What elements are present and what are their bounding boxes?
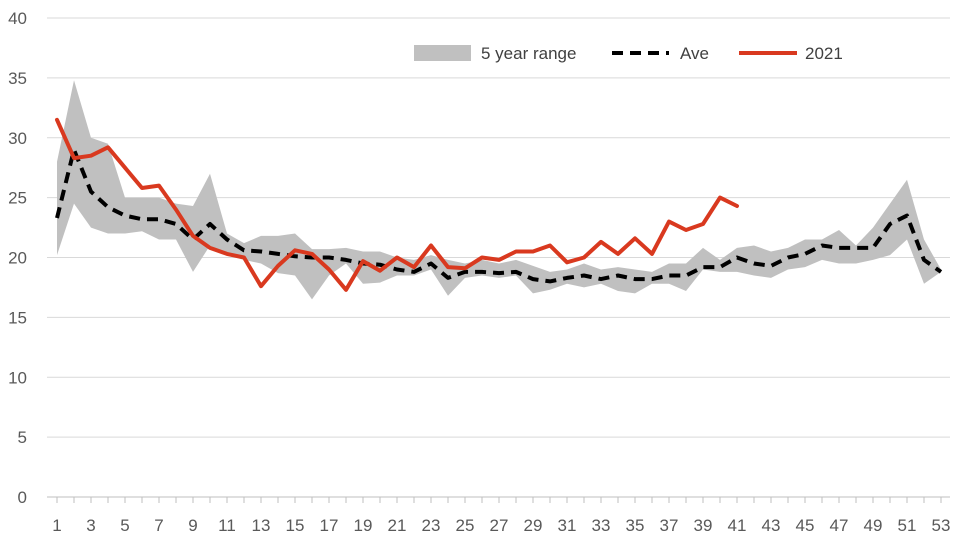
y-tick-label: 10 — [8, 368, 27, 387]
x-tick-label: 37 — [660, 516, 679, 535]
y-tick-label: 35 — [8, 69, 27, 88]
x-tick-label: 51 — [898, 516, 917, 535]
x-tick-label: 13 — [252, 516, 271, 535]
y-tick-label: 25 — [8, 189, 27, 208]
legend-label-2021: 2021 — [805, 44, 843, 63]
x-tick-label: 1 — [52, 516, 61, 535]
legend-label-range: 5 year range — [481, 44, 576, 63]
x-tick-label: 33 — [592, 516, 611, 535]
x-tick-label: 5 — [120, 516, 129, 535]
x-tick-label: 11 — [218, 516, 236, 535]
y-tick-label: 30 — [8, 129, 27, 148]
x-axis-tick-labels: 1 3 5 7 9 11 13 15 17 19 21 23 25 27 29 31 33 35 37 39 41 43 4… — [52, 516, 950, 535]
range-band-layer — [57, 80, 941, 300]
series-2021-line — [55, 117, 739, 292]
series-5-year-range-band — [57, 80, 941, 300]
legend-label-ave: Ave — [680, 44, 709, 63]
x-tick-label: 45 — [796, 516, 815, 535]
series-lines-layer — [55, 117, 943, 292]
y-axis-tick-labels: 0 5 10 15 20 25 30 35 40 — [8, 9, 27, 507]
x-tick-label: 3 — [86, 516, 95, 535]
x-tick-label: 9 — [188, 516, 197, 535]
y-tick-label: 15 — [8, 308, 27, 327]
x-tick-label: 43 — [762, 516, 781, 535]
x-tick-label: 25 — [456, 516, 475, 535]
x-tick-label: 21 — [388, 516, 407, 535]
legend-swatch-range — [414, 45, 471, 61]
x-tick-label: 41 — [728, 516, 747, 535]
y-tick-label: 40 — [8, 9, 27, 28]
x-tick-label: 29 — [524, 516, 543, 535]
x-tick-label: 53 — [932, 516, 951, 535]
x-tick-label: 27 — [490, 516, 509, 535]
x-axis — [47, 496, 950, 503]
y-tick-label: 20 — [8, 249, 27, 268]
x-tick-label: 35 — [626, 516, 645, 535]
x-tick-label: 15 — [286, 516, 305, 535]
x-tick-label: 17 — [320, 516, 339, 535]
x-tick-label: 47 — [830, 516, 849, 535]
x-tick-label: 7 — [154, 516, 163, 535]
x-tick-label: 31 — [558, 516, 577, 535]
x-tick-label: 23 — [422, 516, 441, 535]
x-tick-label: 39 — [694, 516, 713, 535]
x-tick-label: 19 — [354, 516, 373, 535]
series-ave-line — [55, 147, 943, 284]
y-tick-label: 5 — [18, 428, 27, 447]
y-tick-label: 0 — [18, 488, 27, 507]
x-tick-label: 49 — [864, 516, 883, 535]
legend: 5 year range Ave 2021 — [414, 44, 843, 63]
